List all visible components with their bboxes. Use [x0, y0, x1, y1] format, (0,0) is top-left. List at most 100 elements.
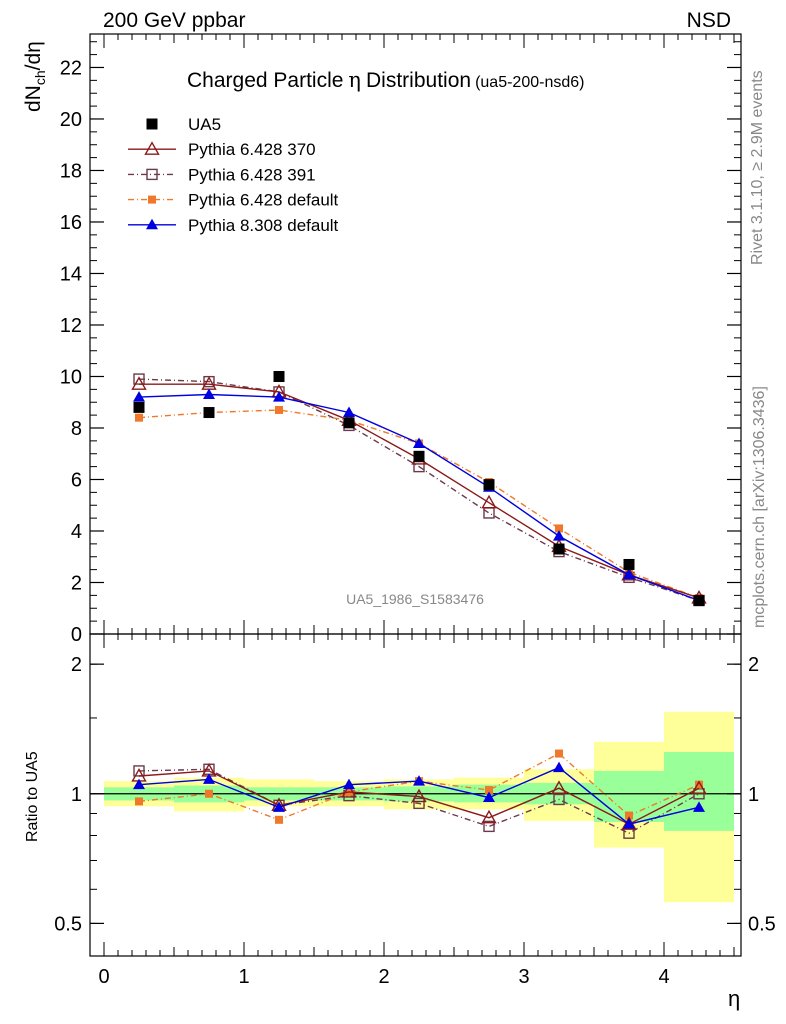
legend-marker — [146, 118, 158, 130]
ratio-marker — [483, 791, 495, 803]
main-line-pythia-6-428-370 — [139, 383, 700, 599]
main-marker — [133, 391, 145, 402]
y-tick-label: 16 — [60, 212, 82, 234]
ratio-marker — [133, 778, 145, 790]
plot-frame — [89, 633, 742, 957]
y-tick-label: 20 — [60, 109, 82, 131]
x-tick-label: 2 — [378, 966, 389, 988]
legend: UA5 Pythia 6.428 370 Pythia 6.428 391 Pythi… — [128, 115, 339, 235]
main-marker — [273, 391, 285, 402]
ratio-line-pythia-6-428-370 — [138, 770, 700, 825]
legend-marker — [146, 168, 158, 181]
legend-marker — [146, 218, 158, 230]
main-marker — [203, 388, 215, 400]
ratio-marker — [481, 809, 497, 824]
ratio-marker — [695, 780, 703, 789]
y-tick-label: 1 — [71, 784, 82, 806]
main-marker — [623, 568, 635, 580]
main-marker — [343, 406, 355, 418]
main-panel: UA5_1986_S1583476 0 2 4 6 8 10 12 14 16 18 20 22 UA… — [22, 33, 742, 646]
y-tick-label-right: 2 — [748, 654, 759, 676]
mcplots-label: mcplots.cern.ch [arXiv:1306.3436] — [751, 386, 768, 628]
main-marker — [621, 566, 637, 581]
main-y-axis-label: dNch/dη — [22, 41, 48, 112]
ratio-marker — [273, 801, 285, 812]
ratio-y-axis-label: Ratio to UA5 — [24, 751, 41, 842]
rivet-label: Rivet 3.1.10, ≥ 2.9M events — [749, 70, 766, 265]
y-tick-label: 4 — [71, 521, 82, 543]
y-tick-label: 14 — [60, 263, 82, 285]
energy-label: 200 GeV ppbar — [103, 9, 245, 32]
chart-title: Charged Particle η Distribution (ua5-200-ns… — [187, 68, 584, 92]
ratio-marker — [343, 778, 355, 790]
ratio-uncertainty-bands — [90, 711, 741, 903]
x-tick-label: 4 — [658, 966, 669, 988]
legend-item: Pythia 6.428 391 — [128, 165, 316, 184]
ratio-line-pythia-6-428-391 — [138, 768, 700, 834]
data-point — [623, 558, 635, 570]
ratio-panel: 0.5 1 2 0 1 2 3 4 0.5 1 2 Ratio to UA5 η — [24, 633, 776, 1011]
legend-label: Pythia 6.428 391 — [188, 165, 316, 184]
ratio-marker — [341, 783, 357, 798]
data-point — [483, 479, 495, 491]
main-marker — [483, 507, 495, 519]
ratio-marker — [551, 780, 567, 794]
legend-label: Pythia 8.308 default — [188, 216, 339, 235]
ratio-marker — [275, 815, 283, 824]
legend-item: Pythia 6.428 default — [128, 191, 339, 210]
ratio-marker — [553, 793, 565, 806]
legend-label: Pythia 6.428 default — [188, 191, 339, 210]
main-marker — [413, 437, 425, 448]
legend-item: UA5 — [146, 115, 221, 134]
legend-label: Pythia 6.428 370 — [188, 140, 316, 159]
process-label: NSD — [687, 9, 731, 32]
data-point — [413, 450, 425, 462]
legend-label: UA5 — [188, 115, 221, 134]
data-point — [343, 417, 355, 429]
main-axes: 0 2 4 6 8 10 12 14 16 18 20 22 — [60, 33, 742, 646]
data-point — [133, 401, 145, 413]
analysis-watermark: UA5_1986_S1583476 — [346, 591, 484, 607]
ratio-marker — [413, 797, 425, 810]
y-tick-label-right: 0.5 — [748, 913, 776, 935]
y-tick-label: 8 — [71, 418, 82, 440]
x-tick-label: 1 — [238, 966, 249, 988]
y-tick-label: 0.5 — [54, 913, 82, 935]
x-tick-label: 3 — [518, 966, 529, 988]
ratio-marker — [553, 761, 565, 773]
main-marker — [553, 530, 565, 541]
main-marker — [555, 524, 563, 533]
y-tick-label-right: 1 — [748, 784, 759, 806]
y-tick-label: 12 — [60, 315, 82, 337]
ratio-marker — [205, 789, 213, 798]
data-point — [693, 595, 705, 607]
ratio-marker — [135, 797, 143, 806]
main-marker — [135, 413, 143, 422]
data-point — [273, 370, 285, 382]
ratio-marker — [485, 786, 493, 795]
y-tick-label: 6 — [71, 469, 82, 491]
legend-item: Pythia 6.428 370 — [128, 140, 316, 159]
legend-marker — [148, 195, 156, 204]
main-marker — [481, 494, 497, 509]
ratio-marker — [555, 749, 563, 758]
x-tick-label: 0 — [98, 966, 109, 988]
main-marker — [131, 376, 147, 390]
ratio-marker — [483, 820, 495, 833]
ratio-marker — [625, 811, 633, 820]
main-line-pythia-6-428-391 — [138, 378, 700, 602]
ratio-marker — [691, 780, 707, 794]
ratio-marker — [693, 801, 705, 812]
main-series-group — [131, 370, 707, 607]
legend-marker — [144, 141, 160, 155]
y-tick-label: 18 — [60, 160, 82, 182]
legend-item: Pythia 8.308 default — [128, 216, 339, 235]
main-marker — [275, 405, 283, 414]
main-line-pythia-6-428-default — [138, 409, 700, 599]
y-tick-label: 22 — [60, 57, 82, 79]
ratio-marker — [623, 818, 635, 829]
ratio-axes: 0.5 1 2 0 1 2 3 4 0.5 1 2 — [54, 633, 776, 988]
x-axis-label: η — [728, 986, 740, 1011]
ratio-marker — [203, 773, 215, 784]
